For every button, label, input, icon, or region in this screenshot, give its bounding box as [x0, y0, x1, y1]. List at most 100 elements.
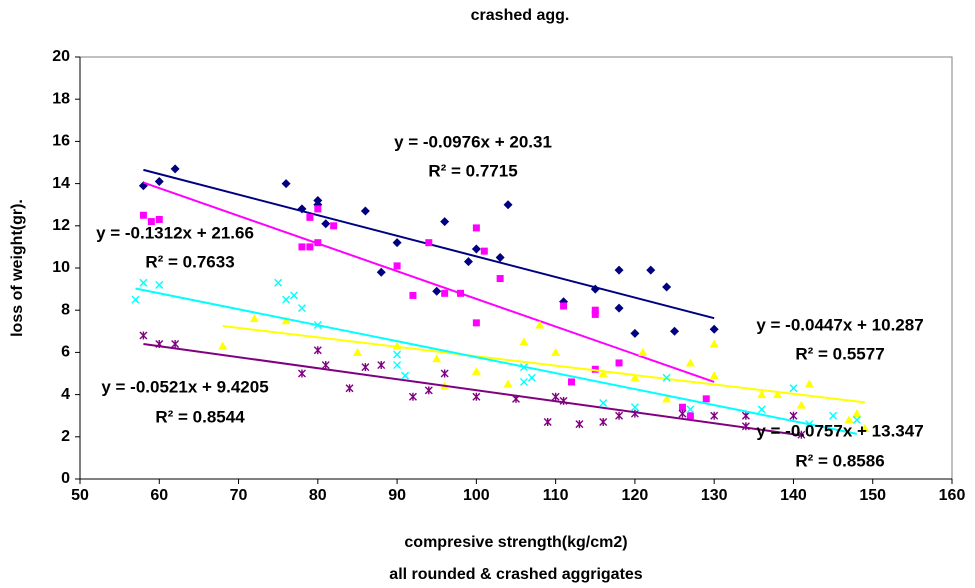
y-tick-label: 10 — [52, 259, 70, 276]
point — [131, 295, 140, 304]
point — [670, 326, 680, 336]
point — [171, 339, 180, 348]
point — [139, 211, 147, 219]
point — [440, 217, 450, 227]
point — [519, 377, 528, 386]
point — [796, 400, 806, 409]
point — [472, 392, 481, 401]
x-axis-sublabel: all rounded & crashed aggrigates — [389, 566, 643, 583]
trend-r-squared: R² = 0.8544 — [155, 407, 245, 426]
point — [297, 304, 306, 313]
x-tick-label: 70 — [230, 487, 248, 504]
point — [614, 265, 624, 275]
point — [472, 224, 480, 232]
point — [330, 222, 338, 230]
point — [686, 412, 694, 420]
point — [709, 339, 719, 348]
point — [591, 365, 599, 373]
point — [503, 200, 513, 210]
x-tick-label: 90 — [388, 487, 406, 504]
trendline — [222, 325, 865, 404]
trend-equation: y = -0.0447x + 10.287 — [756, 315, 923, 334]
point — [789, 411, 798, 420]
point — [321, 219, 331, 229]
point — [274, 278, 283, 287]
x-tick-label: 60 — [150, 487, 168, 504]
point — [425, 239, 433, 247]
y-tick-label: 0 — [61, 470, 70, 487]
point — [472, 319, 480, 327]
trend-equation: y = -0.1312x + 21.66 — [96, 223, 254, 242]
point — [773, 390, 783, 399]
point — [615, 359, 623, 367]
y-tick-label: 12 — [52, 217, 70, 234]
point — [392, 238, 402, 248]
point — [249, 314, 259, 323]
y-tick-label: 16 — [52, 133, 70, 150]
x-axis-label: compresive strength(kg/cm2) — [404, 534, 627, 551]
point — [741, 411, 750, 420]
x-tick-label: 110 — [543, 487, 569, 504]
point — [360, 206, 370, 216]
point — [551, 392, 560, 401]
point — [321, 361, 330, 370]
trendline — [143, 342, 802, 437]
point — [297, 369, 306, 378]
point — [170, 164, 180, 174]
point — [757, 390, 767, 399]
point — [710, 411, 719, 420]
y-tick-label: 4 — [61, 386, 70, 403]
y-tick-label: 14 — [52, 175, 70, 192]
point — [480, 247, 488, 255]
point — [852, 415, 861, 424]
point — [560, 302, 568, 310]
point — [155, 215, 163, 223]
point — [852, 409, 862, 418]
chart-title: crashed agg. — [471, 7, 570, 24]
point — [314, 205, 322, 213]
point — [685, 358, 695, 367]
point — [662, 394, 672, 403]
point — [702, 395, 710, 403]
point — [678, 403, 686, 411]
point — [598, 369, 608, 377]
point — [306, 213, 314, 221]
point — [789, 384, 798, 393]
point — [298, 243, 306, 251]
point — [401, 371, 410, 380]
point — [630, 403, 639, 412]
point — [345, 384, 354, 393]
point — [551, 347, 561, 356]
point — [377, 361, 386, 370]
x-tick-label: 130 — [701, 487, 728, 504]
point — [503, 379, 513, 388]
point — [139, 278, 148, 287]
trend-r-squared: R² = 0.8586 — [795, 451, 884, 470]
point — [496, 275, 504, 283]
point — [575, 420, 584, 429]
point — [630, 328, 640, 338]
point — [804, 379, 814, 388]
series — [139, 331, 806, 439]
point — [361, 363, 370, 372]
x-tick-label: 120 — [622, 487, 649, 504]
y-axis-label: loss of weight(gr). — [9, 199, 26, 337]
trend-equation: y = -0.0521x + 9.4205 — [101, 377, 268, 396]
point — [535, 320, 545, 329]
point — [527, 373, 536, 382]
point — [281, 179, 291, 189]
series — [218, 314, 870, 432]
y-tick-label: 20 — [52, 48, 70, 65]
x-tick-label: 50 — [71, 487, 89, 504]
point — [441, 289, 449, 297]
point — [567, 378, 575, 386]
point — [393, 262, 401, 270]
point — [282, 295, 291, 304]
trend-equation: y = -0.0976x + 20.31 — [394, 132, 552, 151]
y-tick-label: 2 — [61, 428, 70, 445]
point — [757, 405, 766, 414]
point — [844, 415, 854, 424]
point — [615, 411, 624, 420]
point — [463, 257, 473, 267]
y-tick-label: 6 — [61, 344, 70, 361]
